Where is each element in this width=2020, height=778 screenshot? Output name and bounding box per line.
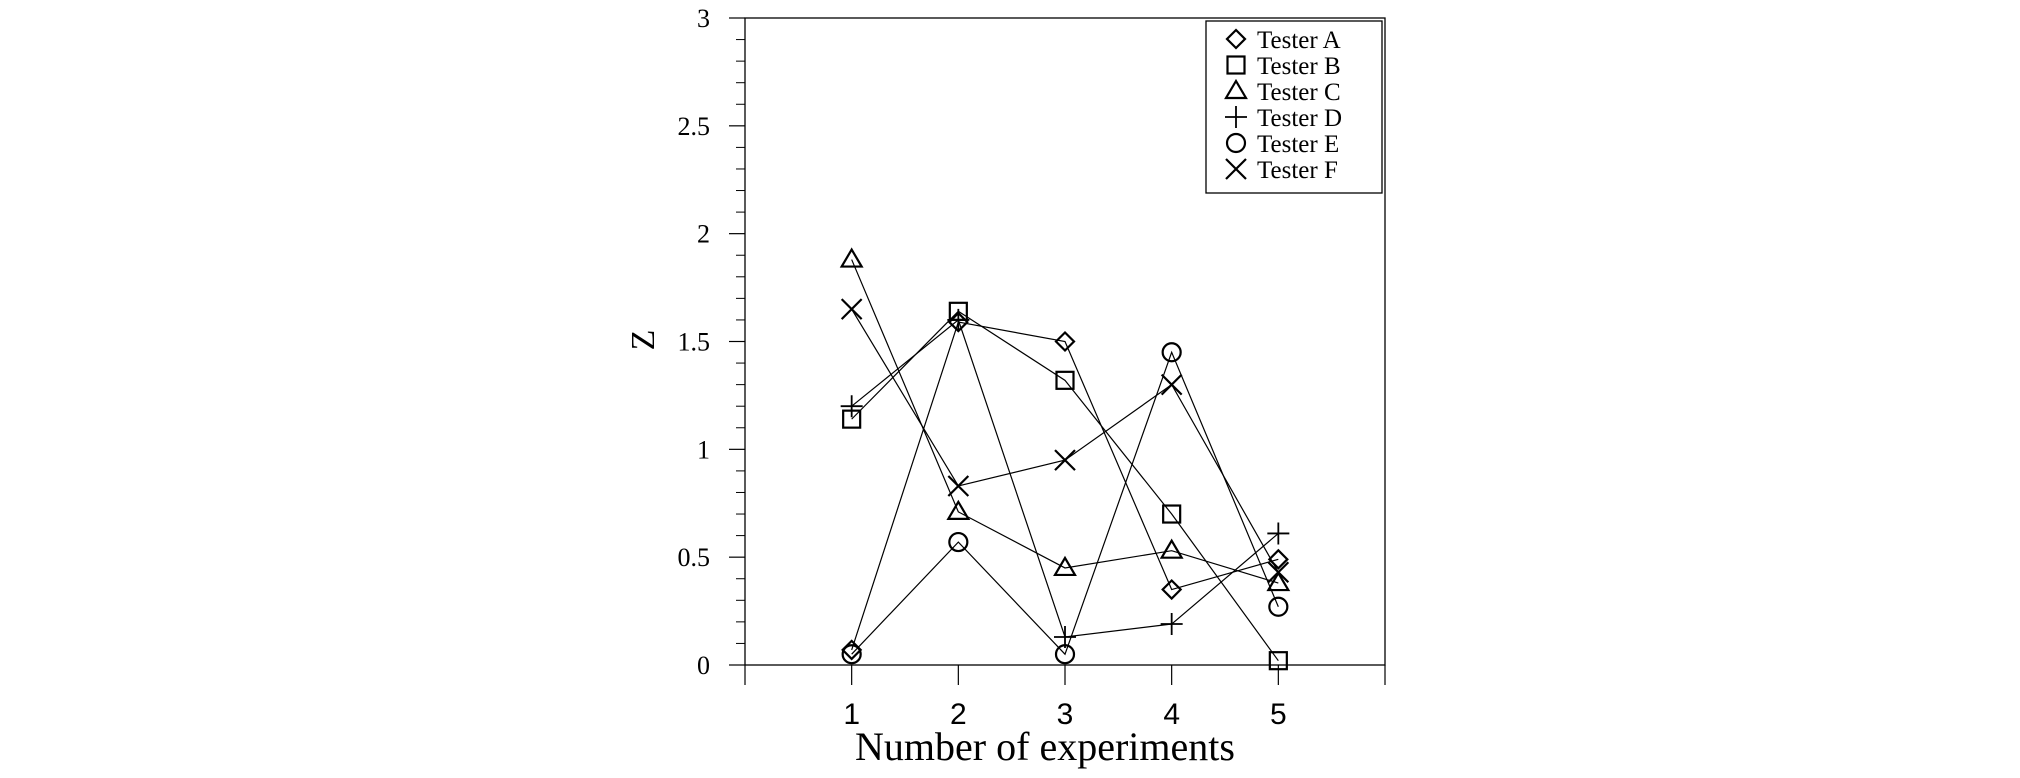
legend-item: Tester D bbox=[1225, 105, 1342, 132]
data-point bbox=[948, 531, 969, 553]
series-line bbox=[851, 259, 1279, 584]
series-layer bbox=[839, 247, 1291, 671]
series-line bbox=[851, 308, 1279, 573]
data-point bbox=[1267, 561, 1290, 584]
y-tick-label: 3 bbox=[697, 4, 710, 33]
data-point bbox=[946, 499, 971, 520]
legend-marker bbox=[1225, 158, 1247, 180]
y-tick-label: 0 bbox=[697, 651, 710, 680]
data-point bbox=[1266, 570, 1291, 592]
data-point bbox=[1161, 342, 1182, 363]
data-point bbox=[840, 395, 863, 418]
data-point bbox=[1054, 330, 1076, 353]
legend-marker bbox=[1226, 55, 1246, 75]
legend-marker bbox=[1225, 132, 1247, 154]
data-point bbox=[1054, 644, 1076, 665]
series-tester-b bbox=[842, 301, 1288, 671]
data-point bbox=[1159, 538, 1184, 559]
legend-label: Tester C bbox=[1257, 79, 1341, 106]
legend-label: Tester A bbox=[1257, 27, 1341, 54]
data-point bbox=[1055, 370, 1075, 390]
legend-item: Tester C bbox=[1224, 78, 1341, 106]
data-point bbox=[1267, 548, 1289, 570]
y-tick-label: 2.5 bbox=[678, 112, 711, 141]
y-tick-label: 1 bbox=[697, 435, 710, 464]
legend-marker bbox=[1225, 106, 1247, 128]
data-point bbox=[840, 298, 863, 320]
data-point bbox=[1053, 555, 1077, 577]
x-axis: 1 2 3 4 5 bbox=[744, 665, 1386, 731]
legend-marker bbox=[1225, 28, 1247, 50]
series-tester-a bbox=[841, 311, 1289, 661]
legend-label: Tester F bbox=[1257, 157, 1338, 184]
data-point bbox=[1161, 578, 1183, 601]
series-tester-f bbox=[840, 298, 1290, 584]
legend-item: Tester B bbox=[1226, 53, 1341, 80]
series-line bbox=[851, 310, 1279, 662]
legend-item: Tester A bbox=[1225, 27, 1341, 54]
data-point bbox=[1268, 651, 1288, 671]
data-point bbox=[1162, 504, 1182, 524]
y-tick-label: 1.5 bbox=[678, 328, 711, 357]
series-line bbox=[851, 318, 1279, 638]
y-axis: 0 0.5 1 1.5 2 2.5 3 bbox=[678, 4, 745, 680]
legend-label: Tester D bbox=[1257, 105, 1342, 132]
series-tester-d bbox=[840, 308, 1290, 648]
y-tick-label: 0.5 bbox=[678, 543, 711, 572]
legend-item: Tester E bbox=[1225, 131, 1339, 158]
x-tick-label: 5 bbox=[1270, 698, 1287, 731]
x-tick-label: 3 bbox=[1057, 698, 1074, 731]
data-point bbox=[841, 644, 862, 665]
series-tester-e bbox=[841, 342, 1289, 665]
series-tester-c bbox=[839, 247, 1291, 592]
data-point bbox=[947, 475, 970, 497]
legend-item: Tester F bbox=[1225, 157, 1338, 184]
data-point bbox=[947, 308, 970, 331]
x-tick-label: 2 bbox=[950, 698, 967, 731]
x-tick-label: 4 bbox=[1163, 698, 1180, 731]
data-point bbox=[1268, 596, 1289, 617]
y-tick-label: 2 bbox=[697, 220, 710, 249]
legend-label: Tester E bbox=[1257, 131, 1339, 158]
legend-label: Tester B bbox=[1257, 53, 1341, 80]
data-point bbox=[1267, 522, 1290, 545]
x-tick-label: 1 bbox=[843, 698, 860, 731]
x-axis-label: Number of experiments bbox=[855, 724, 1235, 769]
legend-marker bbox=[1224, 78, 1248, 100]
data-point bbox=[1160, 373, 1183, 396]
y-axis-label: Z bbox=[625, 330, 662, 351]
series-line bbox=[851, 321, 1279, 651]
data-point bbox=[839, 247, 864, 268]
data-point bbox=[1160, 613, 1183, 636]
data-point bbox=[1054, 449, 1076, 471]
series-line bbox=[851, 350, 1279, 656]
